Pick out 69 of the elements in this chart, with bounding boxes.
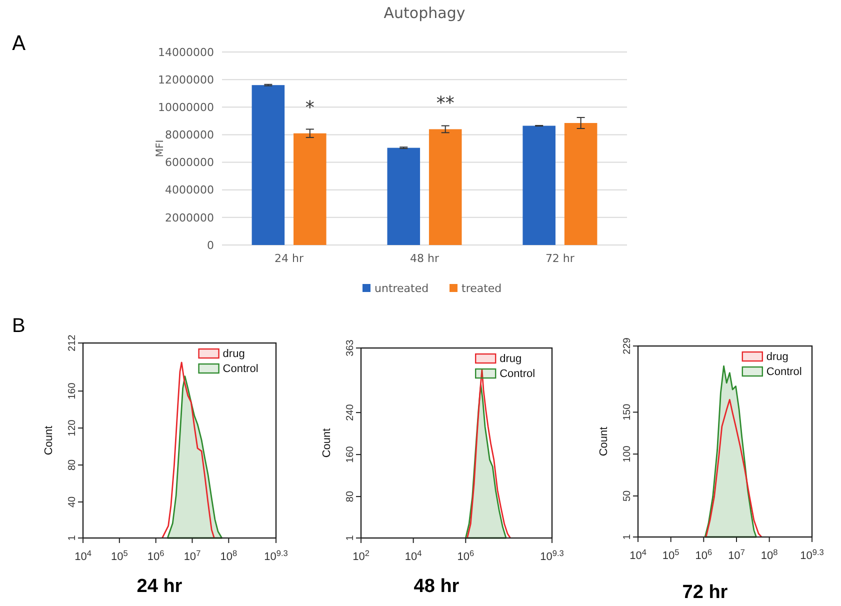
y-axis-title: Count bbox=[43, 426, 55, 456]
y-tick-label: 229 bbox=[622, 337, 633, 354]
x-tick-label: 10$^{6}$ bbox=[147, 548, 165, 563]
legend-label: drug bbox=[222, 348, 245, 360]
y-tick-label: 160 bbox=[345, 446, 356, 463]
y-tick-label: 363 bbox=[345, 339, 356, 356]
legend-label: Control bbox=[766, 366, 802, 378]
y-tick-label: 40 bbox=[67, 496, 78, 508]
y-tick-label: 240 bbox=[345, 404, 356, 421]
text: A bbox=[12, 31, 26, 55]
x-tick-label: 48 hr bbox=[410, 252, 440, 265]
y-tick-label: 12000000 bbox=[158, 73, 214, 86]
y-axis-title: Count bbox=[598, 426, 610, 456]
x-tick-label: 10$^{8}$ bbox=[760, 548, 778, 562]
x-tick-label: 10$^{9.3}$ bbox=[800, 548, 824, 562]
y-tick-label: 212 bbox=[67, 334, 78, 352]
y-axis-title: Count bbox=[321, 428, 333, 458]
legend-label: Control bbox=[222, 363, 258, 375]
y-tick-label: 80 bbox=[67, 458, 78, 471]
x-tick-label: 24 hr bbox=[274, 252, 304, 265]
y-tick-label: 150 bbox=[622, 403, 633, 421]
y-tick-label: 120 bbox=[67, 419, 78, 436]
y-axis-title: MFI bbox=[155, 140, 166, 158]
x-axis-title: 72 hr bbox=[682, 582, 728, 603]
y-tick-label: 4000000 bbox=[165, 184, 214, 197]
y-tick-label: 14000000 bbox=[158, 46, 214, 59]
y-tick-label: 1 bbox=[622, 534, 633, 540]
bar bbox=[387, 148, 420, 245]
x-tick-label: 72 hr bbox=[545, 252, 575, 265]
y-tick-label: 2000000 bbox=[165, 211, 214, 224]
x-tick-label: 10$^{6}$ bbox=[695, 548, 712, 562]
x-tick-label: 10$^{4}$ bbox=[74, 548, 92, 563]
y-tick-label: 1 bbox=[345, 534, 356, 541]
y-tick-label: 8000000 bbox=[165, 128, 214, 142]
x-tick-label: 10$^{9.3}$ bbox=[540, 548, 564, 563]
x-tick-label: 10$^{2}$ bbox=[352, 548, 370, 563]
legend-label: untreated bbox=[374, 282, 429, 295]
x-tick-label: 10$^{5}$ bbox=[110, 548, 128, 563]
x-tick-label: 10$^{9.3}$ bbox=[264, 548, 288, 563]
y-tick-label: 1 bbox=[67, 534, 78, 541]
y-tick-label: 0 bbox=[207, 238, 214, 252]
y-tick-label: 80 bbox=[345, 490, 356, 502]
x-tick-label: 10$^{8}$ bbox=[220, 548, 238, 563]
bar bbox=[564, 122, 598, 245]
legend-label: Control bbox=[500, 368, 536, 380]
legend-label: drug bbox=[766, 351, 788, 363]
y-tick-label: 160 bbox=[67, 382, 78, 400]
bar bbox=[252, 85, 285, 245]
y-tick-label: 10000000 bbox=[158, 100, 214, 114]
bar bbox=[428, 129, 462, 245]
x-tick-label: 10$^{5}$ bbox=[662, 548, 680, 562]
x-axis-title: 24 hr bbox=[136, 576, 183, 597]
annotation: * bbox=[305, 97, 314, 118]
bar bbox=[294, 133, 326, 245]
x-tick-label: 10$^{7}$ bbox=[728, 548, 746, 562]
x-tick-label: 10$^{6}$ bbox=[457, 548, 474, 563]
y-tick-label: 50 bbox=[622, 490, 633, 502]
annotation: ** bbox=[436, 93, 454, 114]
chart-title: Autophagy bbox=[384, 4, 466, 22]
x-axis-title: 48 hr bbox=[414, 576, 460, 597]
bar bbox=[522, 126, 556, 245]
text: B bbox=[12, 315, 26, 337]
x-tick-label: 10$^{4}$ bbox=[404, 548, 422, 563]
x-tick-label: 10$^{4}$ bbox=[630, 548, 647, 562]
legend-label: drug bbox=[500, 353, 522, 365]
y-tick-label: 6000000 bbox=[165, 156, 214, 170]
x-tick-label: 10$^{7}$ bbox=[184, 548, 202, 563]
y-tick-label: 100 bbox=[622, 445, 633, 462]
legend-label: treated bbox=[462, 282, 502, 295]
